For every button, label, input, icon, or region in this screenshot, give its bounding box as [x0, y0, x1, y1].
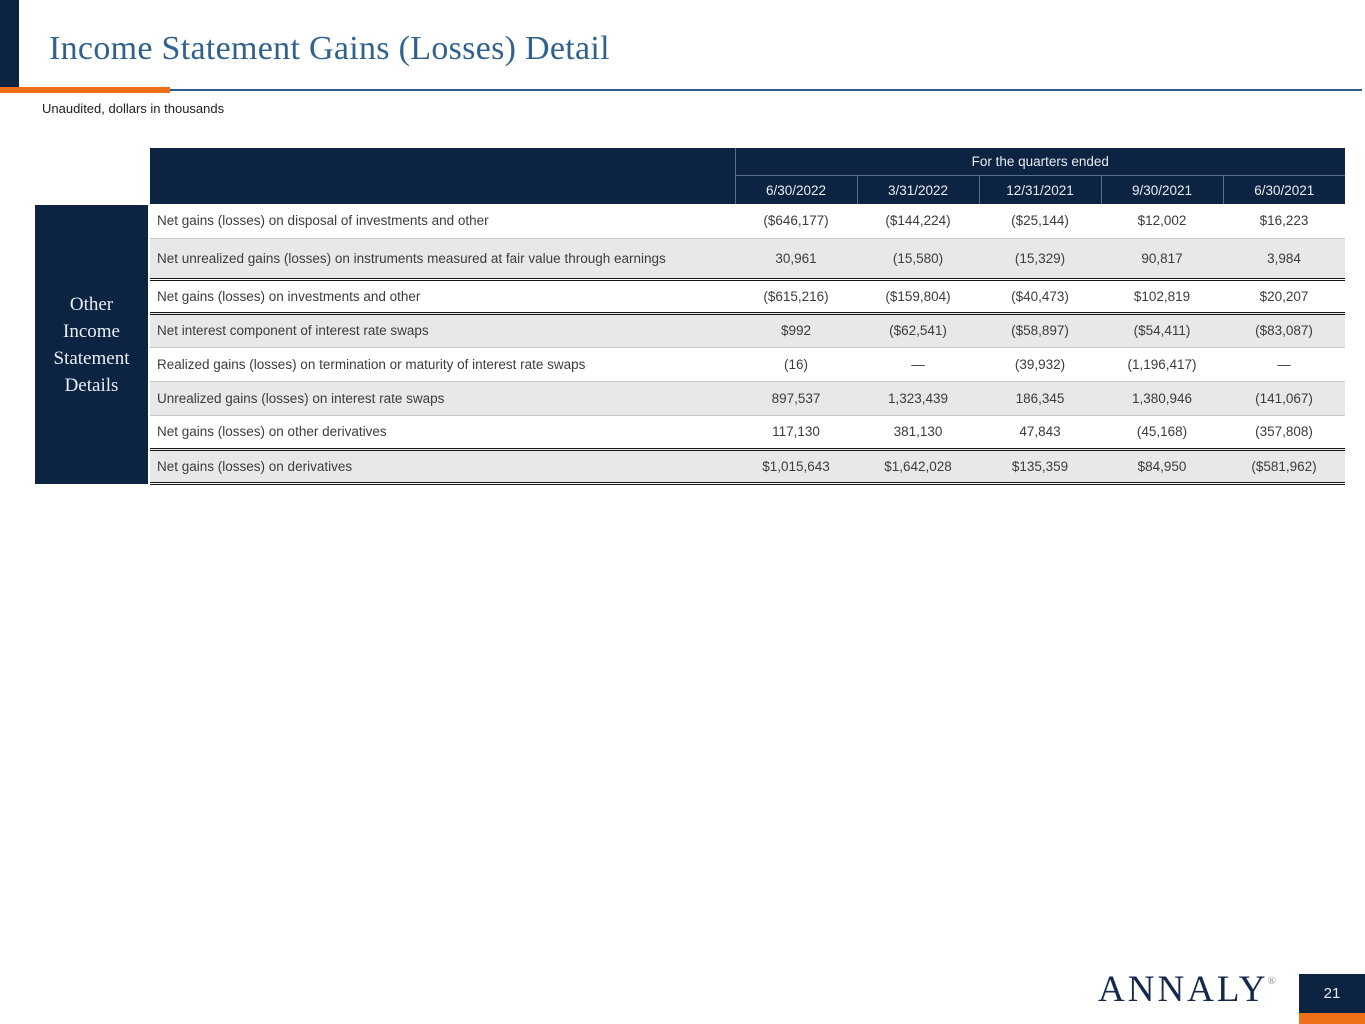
footer-orange-strip	[1299, 1013, 1365, 1024]
table-row: Net interest component of interest rate …	[150, 312, 1346, 347]
row-value: ($58,897)	[979, 312, 1101, 347]
row-value: (15,329)	[979, 237, 1101, 279]
sidebar-label-line: Other	[69, 293, 114, 315]
row-value: $992	[735, 312, 857, 347]
row-value: —	[857, 346, 979, 381]
row-value: 3,984	[1223, 237, 1346, 279]
subtitle-note: Unaudited, dollars in thousands	[42, 101, 225, 116]
annaly-logo-text: ANNALY	[1098, 969, 1269, 1010]
row-value: ($25,144)	[979, 204, 1101, 238]
row-value: (39,932)	[979, 346, 1101, 381]
row-value: (16)	[735, 346, 857, 381]
column-header: 12/31/2021	[978, 175, 1101, 204]
row-value: (357,808)	[1223, 414, 1346, 449]
row-label: Net gains (losses) on derivatives	[150, 447, 735, 485]
column-header: 6/30/2022	[734, 175, 857, 204]
sidebar-category-label: Other Income Statement Details	[54, 291, 130, 399]
row-value: ($54,411)	[1101, 312, 1223, 347]
row-value: 897,537	[735, 380, 857, 415]
sidebar-label-line: Statement	[53, 347, 130, 369]
registered-mark-icon: ®	[1267, 974, 1276, 987]
row-value: $84,950	[1101, 447, 1223, 485]
row-value: $16,223	[1223, 204, 1346, 238]
sidebar-category-block: Other Income Statement Details	[35, 205, 148, 484]
row-value: ($615,216)	[735, 277, 857, 315]
row-value: 1,323,439	[857, 380, 979, 415]
row-value: 117,130	[735, 414, 857, 449]
corner-accent-block	[0, 0, 19, 88]
row-label: Net gains (losses) on investments and ot…	[150, 277, 735, 315]
row-value: (141,067)	[1223, 380, 1346, 415]
sidebar-label-line: Income	[63, 320, 120, 342]
page-number: 21	[1323, 985, 1341, 1002]
column-header: 9/30/2021	[1100, 175, 1223, 204]
sidebar-label-line: Details	[64, 374, 119, 396]
row-value: (15,580)	[857, 237, 979, 279]
row-value: ($62,541)	[857, 312, 979, 347]
row-value: ($646,177)	[735, 204, 857, 238]
row-value: $12,002	[1101, 204, 1223, 238]
row-label: Net interest component of interest rate …	[150, 312, 735, 347]
table-corner-cell	[150, 148, 735, 204]
row-value: $135,359	[979, 447, 1101, 485]
table-row: Net gains (losses) on other derivatives 1…	[150, 414, 1346, 449]
table-header: For the quarters ended 6/30/2022 3/31/202…	[150, 148, 1346, 204]
row-value: ($159,804)	[857, 277, 979, 315]
table-row: Realized gains (losses) on termination o…	[150, 346, 1346, 381]
row-value: —	[1223, 346, 1346, 381]
column-header: 6/30/2021	[1222, 175, 1346, 204]
row-value: $20,207	[1223, 277, 1346, 315]
row-value: ($83,087)	[1223, 312, 1346, 347]
date-header-row: 6/30/2022 3/31/2022 12/31/2021 9/30/2021 6/3…	[150, 175, 1346, 204]
table-row: Unrealized gains (losses) on interest ra…	[150, 380, 1346, 415]
title-divider-blue	[170, 89, 1362, 91]
row-value: ($40,473)	[979, 277, 1101, 315]
page-title: Income Statement Gains (Losses) Detail	[49, 30, 610, 67]
row-value: 90,817	[1101, 237, 1223, 279]
row-label: Unrealized gains (losses) on interest ra…	[150, 380, 735, 415]
row-label: Realized gains (losses) on termination o…	[150, 346, 735, 381]
column-header: 3/31/2022	[856, 175, 979, 204]
table-row: Net unrealized gains (losses) on instrum…	[150, 237, 1346, 279]
row-value: (45,168)	[1101, 414, 1223, 449]
row-value: (1,196,417)	[1101, 346, 1223, 381]
table-body: Net gains (losses) on disposal of invest…	[150, 204, 1346, 485]
title-divider-orange	[0, 87, 170, 93]
table-row: Net gains (losses) on investments and ot…	[150, 277, 1346, 315]
row-value: 47,843	[979, 414, 1101, 449]
row-value: ($581,962)	[1223, 447, 1346, 485]
table-row: Net gains (losses) on disposal of invest…	[150, 204, 1346, 238]
income-statement-table: For the quarters ended 6/30/2022 3/31/202…	[150, 148, 1346, 485]
row-label: Net gains (losses) on other derivatives	[150, 414, 735, 449]
row-value: $1,642,028	[857, 447, 979, 485]
row-value: $102,819	[1101, 277, 1223, 315]
annaly-logo: ANNALY®	[1098, 968, 1277, 1011]
row-value: 30,961	[735, 237, 857, 279]
row-value: 1,380,946	[1101, 380, 1223, 415]
row-value: ($144,224)	[857, 204, 979, 238]
page-number-box: 21	[1299, 974, 1365, 1013]
table-row: Net gains (losses) on derivatives $1,015,…	[150, 447, 1346, 485]
income-table-wrap: For the quarters ended 6/30/2022 3/31/202…	[150, 148, 1346, 485]
quarters-group-header: For the quarters ended	[734, 148, 1346, 176]
row-label: Net gains (losses) on disposal of invest…	[150, 204, 735, 238]
row-value: 186,345	[979, 380, 1101, 415]
row-label: Net unrealized gains (losses) on instrum…	[150, 237, 735, 279]
row-value: $1,015,643	[735, 447, 857, 485]
row-value: 381,130	[857, 414, 979, 449]
